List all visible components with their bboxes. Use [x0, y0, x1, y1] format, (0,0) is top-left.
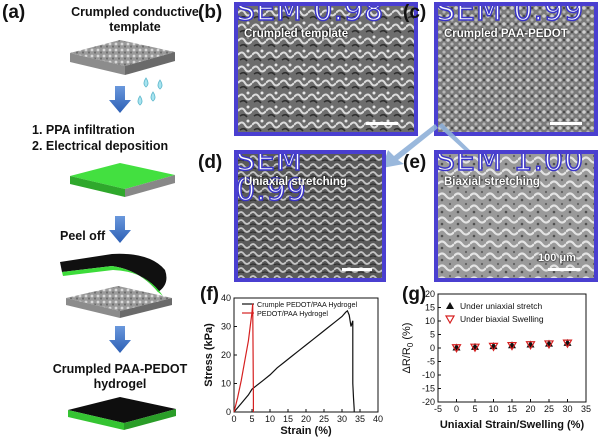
scale-bar-e — [548, 268, 580, 271]
step-peel-label: Peel off — [60, 229, 106, 243]
sem-image-b: SEM 0.98 Crumpled template — [234, 2, 418, 136]
chart-g-y-label-sub: 0 — [406, 342, 415, 347]
chart-g-x-tick-label: 20 — [525, 404, 535, 414]
chart-f-y-tick-label: 20 — [221, 350, 231, 360]
chart-f-x-tick-label: 35 — [355, 414, 365, 424]
chart-g-point-1 — [562, 339, 573, 349]
peel-off-illustration — [60, 253, 172, 318]
chart-g-x-tick-label: 10 — [488, 404, 498, 414]
process-arrow-1 — [109, 86, 131, 113]
chart-g-legend-marker-0 — [446, 302, 454, 309]
chart-g-x-tick-label: 0 — [454, 404, 459, 414]
panel-g-label: (g) — [402, 284, 427, 305]
chart-g-y-tick-label: 10 — [425, 316, 435, 326]
chart-g-legend-marker-1 — [444, 315, 456, 325]
chart-f-series-line-0 — [233, 309, 355, 413]
chart-g-point-1 — [506, 341, 518, 351]
chart-g-y-tick-label: -10 — [422, 370, 435, 380]
step-result-label: Crumpled PAA-PEDOT hydrogel — [40, 362, 200, 392]
sem-image-d: SEM 0.99 Uniaxial stretching — [234, 150, 386, 282]
chart-f-y-tick-label: 10 — [221, 379, 231, 389]
chart-f: 0 5 10 15 20 25 30 35 40 0 10 20 30 40 Strain (%) Stres… — [203, 293, 383, 437]
chart-f-y-tick-label: 0 — [226, 407, 231, 417]
chart-g-y-tick-label: -15 — [422, 384, 435, 394]
chart-g-x-tick-label: 30 — [562, 404, 572, 414]
sem-image-e: SEM 1.00 Biaxial stretching 100 μm — [434, 150, 598, 282]
process-arrow-2 — [109, 216, 131, 243]
sem-caption-b: Crumpled template — [244, 28, 349, 40]
chart-f-legend-label-1: PEDOT/PAA Hydrogel — [257, 309, 328, 318]
panel-d-label: (d) — [198, 152, 223, 173]
chart-g-y-tick-label: 5 — [430, 330, 435, 340]
chart-f-x-axis-label: Strain (%) — [280, 425, 332, 437]
panel-f-label: (f) — [200, 284, 219, 305]
chart-g-legend-label-0: Under uniaxial stretch — [460, 301, 542, 311]
scale-bar-c — [550, 122, 582, 125]
chart-g-x-axis-label: Uniaxial Strain/Swelling (%) — [440, 419, 585, 431]
step-template-line2: template — [109, 20, 161, 34]
sem-tag-e: SEM 1.00 — [436, 150, 585, 178]
chart-f-x-tick-label: 40 — [373, 414, 383, 424]
panel-a-label: (a) — [2, 2, 26, 23]
green-slab — [70, 163, 175, 197]
chart-g-point-1 — [543, 340, 555, 350]
sem-tag-b: SEM 0.98 — [236, 2, 385, 28]
scale-bar-label: 100 μm — [538, 252, 576, 264]
chart-g-y-tick-label: 20 — [425, 289, 435, 299]
chart-f-x-tick-label: 30 — [337, 414, 347, 424]
chart-g-point-1 — [488, 342, 499, 352]
chart-f-x-tick-label: 15 — [283, 414, 293, 424]
step-template-line1: Crumpled conductive — [71, 5, 199, 19]
chart-f-y-tick-label: 30 — [221, 322, 231, 332]
chart-f-y-axis-label: Stress (kPa) — [203, 323, 215, 387]
panel-e-label: (e) — [403, 152, 427, 173]
chart-g-x-tick-label: 5 — [472, 404, 477, 414]
sem-tag-c: SEM 0.99 — [436, 2, 585, 28]
chart-f-x-tick-label: 10 — [265, 414, 275, 424]
chart-g-y-tick-label: 0 — [430, 343, 435, 353]
chart-g-y-label-main: ΔR/R — [401, 347, 413, 373]
chart-f-y-tick-label: 40 — [221, 293, 231, 303]
chart-g-point-1 — [525, 341, 536, 350]
schematic-svg — [60, 40, 176, 430]
process-arrow-3 — [109, 326, 131, 353]
chart-g-x-tick-label: 15 — [507, 404, 517, 414]
step-result-line2: hydrogel — [93, 377, 147, 391]
chart-g: -5 0 5 10 15 20 25 30 35 -20 -15 -10 -5 0 5 10 15 20 Uniax… — [401, 289, 591, 431]
chart-f-x-tick-label: 0 — [231, 414, 236, 424]
chart-g-y-tick-label: -5 — [427, 357, 435, 367]
chart-g-point-1 — [451, 344, 462, 353]
chart-g-x-tick-label: 25 — [544, 404, 554, 414]
chart-f-series-line-1 — [233, 303, 255, 413]
sem-caption-c: Crumpled PAA-PEDOT — [444, 28, 568, 40]
chart-f-x-tick-label: 20 — [301, 414, 311, 424]
chart-g-y-label-unit: (%) — [401, 323, 413, 343]
step-result-line1: Crumpled PAA-PEDOT — [52, 362, 188, 376]
chart-f-legend-label-0: Crumple PEDOT/PAA Hydrogel — [257, 300, 358, 309]
chart-f-x-tick-label: 25 — [319, 414, 329, 424]
chart-g-y-axis-label: ΔR/R0 (%) — [401, 323, 415, 374]
panel-b-label: (b) — [198, 2, 223, 23]
scale-bar-d — [342, 268, 372, 271]
chart-g-x-tick-label: -5 — [434, 404, 442, 414]
sem-image-c: SEM 0.99 Crumpled PAA-PEDOT — [434, 2, 598, 136]
chart-g-y-tick-label: -20 — [422, 397, 435, 407]
droplet-icons — [137, 77, 163, 106]
chart-g-point-1 — [469, 343, 481, 353]
sem-tag-d: SEM 0.99 — [236, 150, 307, 208]
sem-caption-e: Biaxial stretching — [444, 176, 540, 188]
panel-c-label: (c) — [403, 2, 427, 23]
step-template-label: Crumpled conductive template — [60, 5, 210, 35]
scale-bar-b — [366, 122, 398, 125]
chart-f-x-tick-label: 5 — [249, 414, 254, 424]
sem-caption-d: Uniaxial stretching — [244, 176, 347, 188]
step-infiltration-label: 1. PPA infiltration — [32, 123, 135, 137]
chart-g-y-tick-label: 15 — [425, 303, 435, 313]
hydrogel-slab — [68, 397, 176, 430]
template-slab — [70, 40, 175, 75]
step-deposition-label: 2. Electrical deposition — [32, 139, 169, 153]
chart-g-x-tick-label: 35 — [581, 404, 591, 414]
chart-g-legend-label-1: Under biaxial Swelling — [460, 314, 544, 324]
